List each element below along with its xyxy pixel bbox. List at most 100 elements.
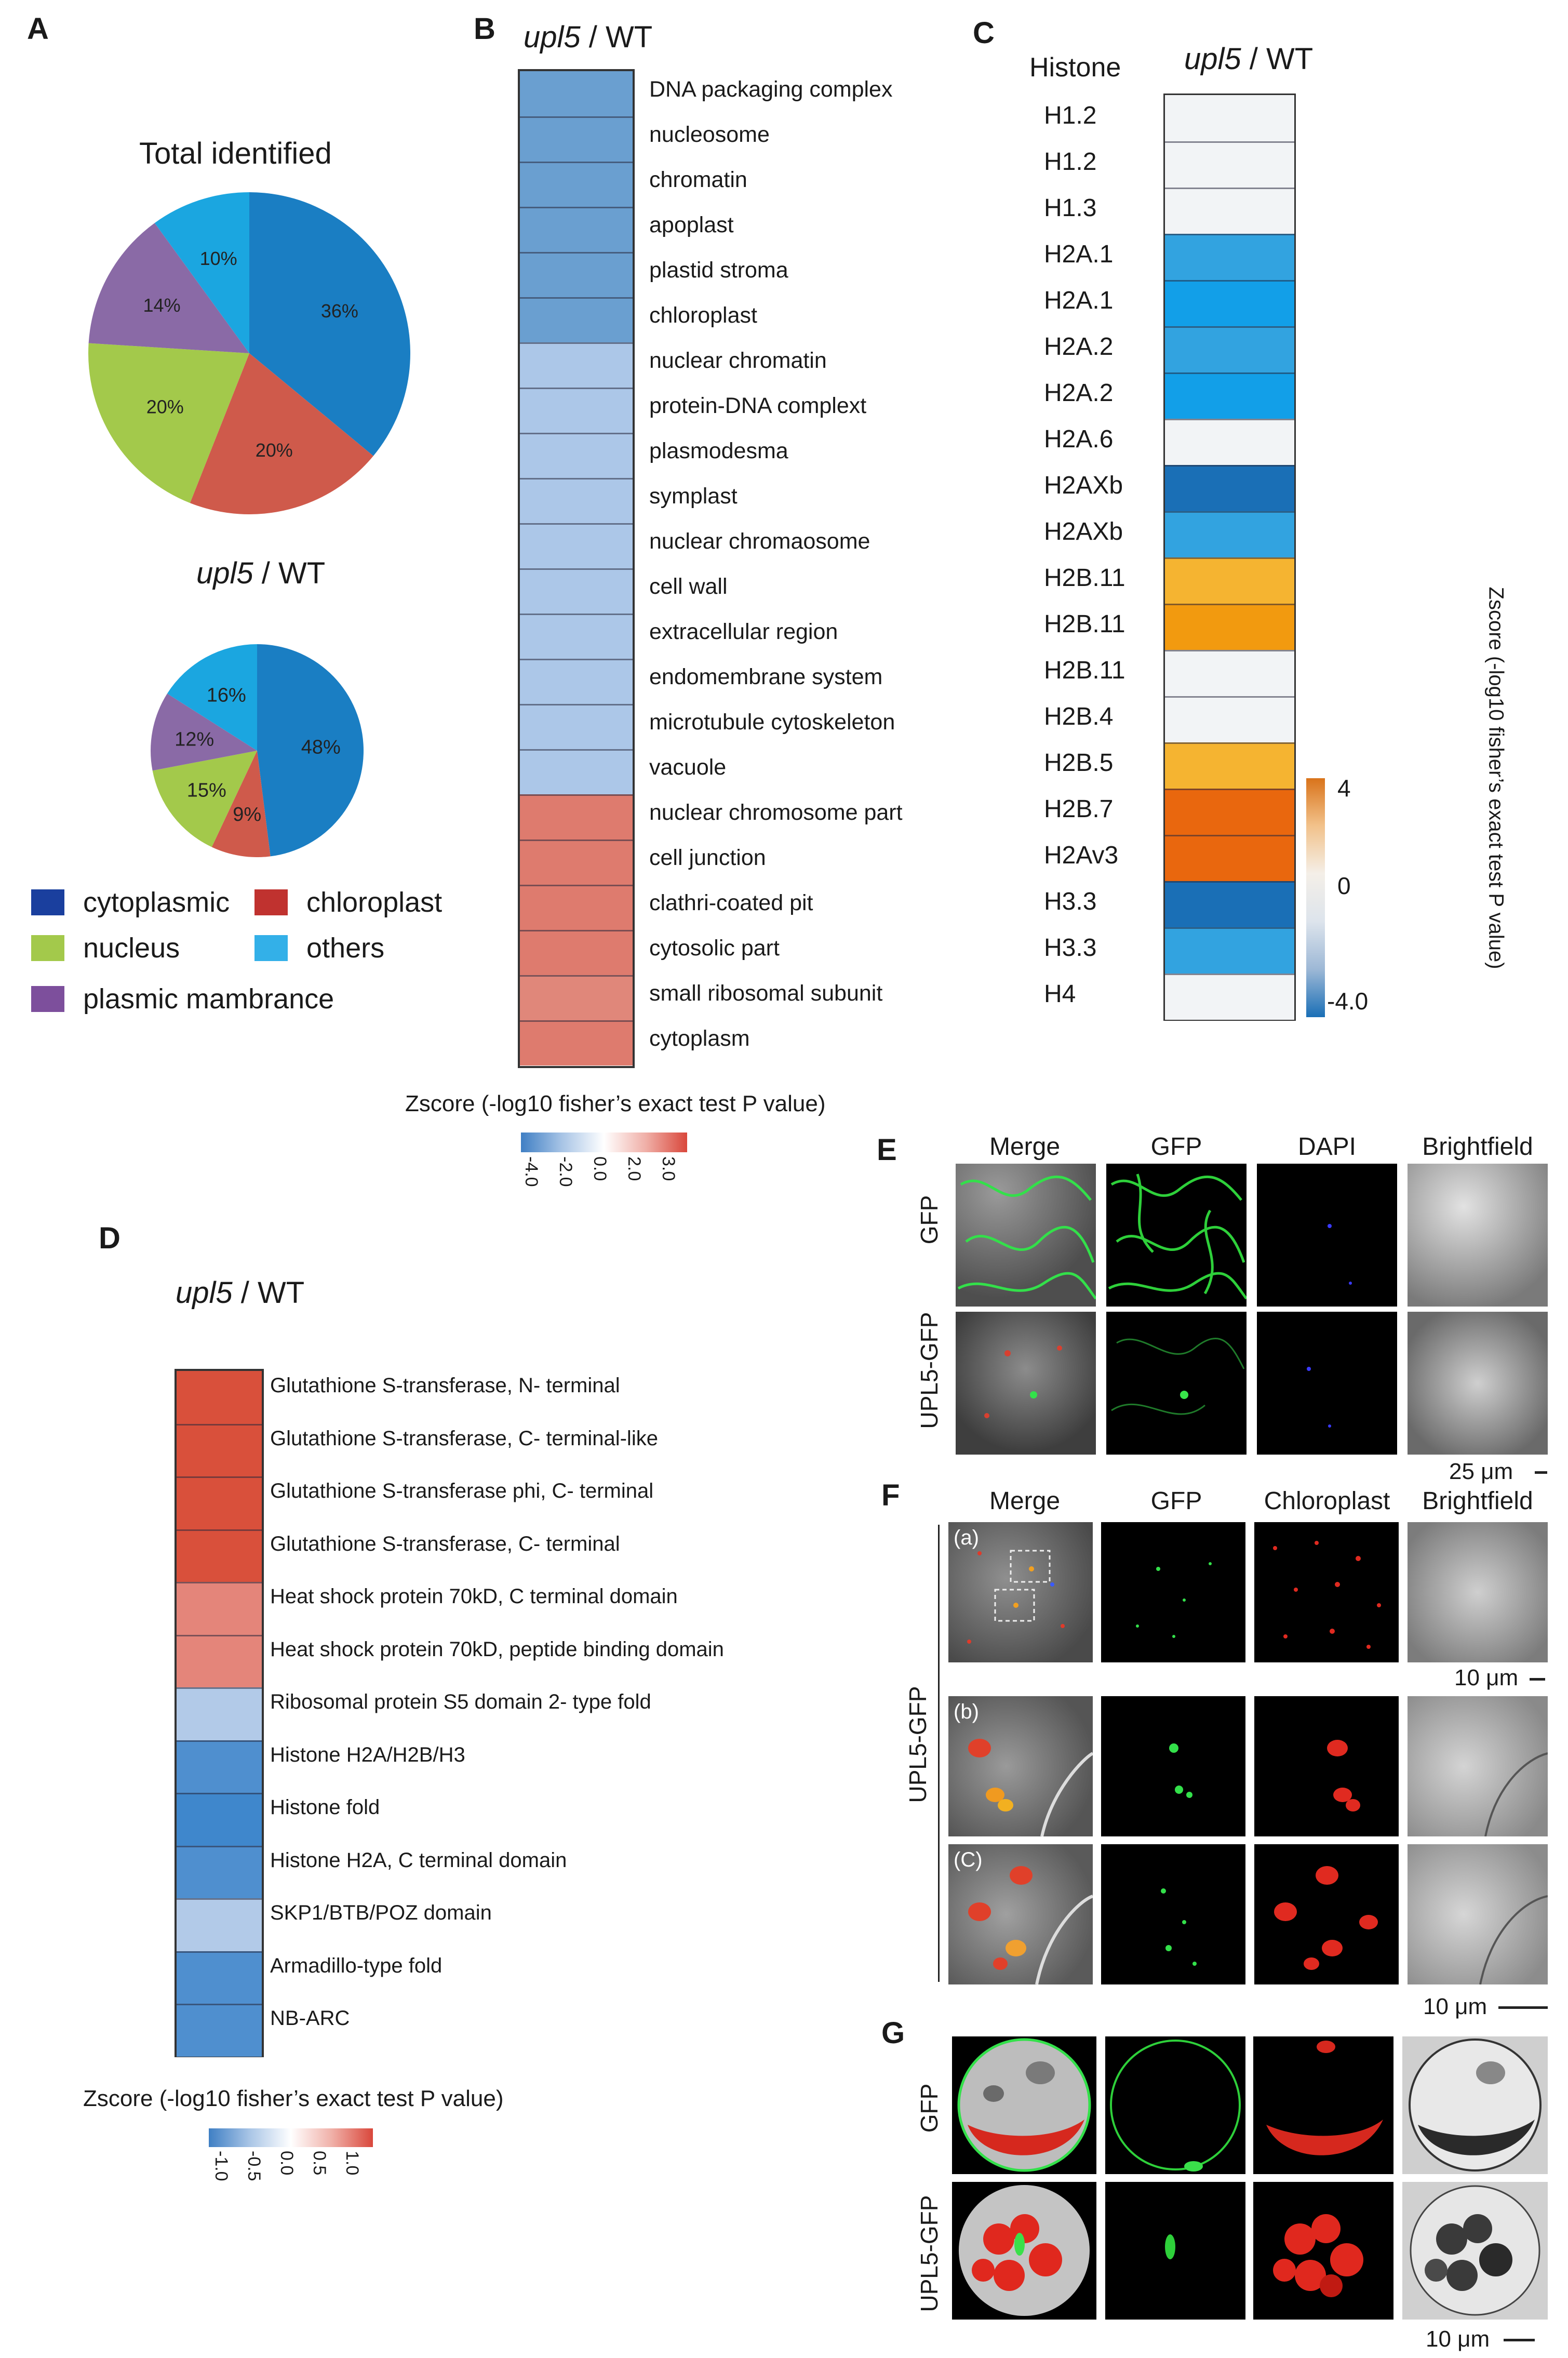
f-bf-a: [1408, 1522, 1548, 1662]
legend-swatch: [31, 986, 64, 1012]
heatmap-cell: [177, 1793, 262, 1846]
f-merge-c: (C): [948, 1844, 1093, 1984]
heatmap-row-label: nuclear chromaosome: [649, 529, 870, 554]
panel-label-d: D: [99, 1221, 120, 1255]
panel-label-a: A: [27, 12, 49, 46]
f-sub-c: (C): [954, 1848, 983, 1871]
scale-tick: -4.0: [521, 1156, 541, 1187]
heatmap-row-label: H2A.6: [1044, 425, 1114, 453]
heatmap-row-label: H3.3: [1044, 888, 1097, 915]
pie-total-title: Total identified: [139, 137, 332, 170]
legend-swatch: [254, 935, 288, 961]
pie-slice-chloroplast: [211, 751, 271, 857]
heatmap-cell: [520, 1020, 633, 1065]
heatmap-row-label: H2B.5: [1044, 749, 1114, 777]
scale-tick: 2.0: [624, 1156, 644, 1181]
f-gfp-a: [1101, 1522, 1245, 1662]
e-merge-gfp: [956, 1164, 1096, 1307]
g-merge-upl5: [952, 2182, 1096, 2320]
heatmap-row-label: Glutathione S-transferase phi, C- termin…: [270, 1480, 654, 1502]
heatmap-row-label: H4: [1044, 980, 1076, 1008]
heatmap-row-label: H2B.4: [1044, 703, 1114, 730]
scale-tick: -2.0: [556, 1156, 575, 1187]
heatmap-cell: [1165, 141, 1294, 188]
g-row-gfp: GFP: [916, 2083, 943, 2133]
heatmap-row-label: plastid stroma: [649, 258, 788, 283]
heatmap-row-label: symplast: [649, 484, 738, 509]
heatmap-cell: [177, 1634, 262, 1687]
heatmap-cell: [520, 614, 633, 659]
heatmap-cell: [520, 749, 633, 794]
f-col-brightfield: Brightfield: [1422, 1487, 1533, 1515]
heatmap-cell: [1165, 974, 1294, 1020]
heatmap-cell: [520, 116, 633, 162]
f-scale2-bar: [1498, 2006, 1548, 2009]
e-dapi-upl5: [1257, 1312, 1397, 1455]
f-group-label: UPL5-GFP: [904, 1686, 931, 1803]
heatmap-d: [175, 1369, 264, 2057]
heatmap-b: [518, 69, 635, 1068]
e-col-gfp: GFP: [1150, 1133, 1202, 1161]
heatmap-cell: [520, 252, 633, 297]
pie-slice-nucleus: [152, 751, 257, 847]
heatmap-cell: [520, 840, 633, 885]
panel-b-title: upl5 / WT: [524, 20, 653, 54]
f-scale2-label: 10 μm: [1423, 1994, 1487, 2019]
heatmap-row-label: Glutathione S-transferase, C- terminal: [270, 1532, 620, 1555]
pie-slice-others: [154, 192, 249, 353]
heatmap-cell: [1165, 465, 1294, 511]
pie-slice-label: 14%: [143, 295, 181, 316]
heatmap-cell: [520, 388, 633, 433]
heatmap-cell: [1165, 650, 1294, 696]
f-gfp-b: [1101, 1696, 1245, 1836]
heatmap-cell: [520, 433, 633, 478]
pie-slice-label: 36%: [321, 300, 358, 322]
heatmap-row-label: extracellular region: [649, 619, 838, 644]
heatmap-cell: [520, 478, 633, 523]
panel-c-title: upl5 / WT: [1184, 42, 1314, 76]
pie-slice-cytoplasmic: [257, 644, 364, 857]
g-bf-upl5: [1402, 2182, 1548, 2320]
heatmap-cell: [520, 930, 633, 975]
heatmap-row-label: H2A.1: [1044, 241, 1114, 268]
heatmap-cell: [1165, 326, 1294, 372]
heatmap-row-label: plasmodesma: [649, 438, 788, 463]
heatmap-row-label: H2B.11: [1044, 657, 1125, 684]
scale-c-tick-bottom: -4.0: [1327, 988, 1369, 1015]
e-gfp-upl5: [1106, 1312, 1247, 1455]
heatmap-cell: [1165, 789, 1294, 835]
heatmap-row-label: H2AXb: [1044, 518, 1123, 545]
pie-slice-cytoplasmic: [249, 192, 410, 456]
e-dapi-gfp: [1257, 1164, 1397, 1307]
panel-label-g: G: [881, 2016, 905, 2050]
heatmap-cell: [177, 1740, 262, 1793]
heatmap-cell: [1165, 95, 1294, 141]
g-chloro-gfp: [1253, 2036, 1393, 2174]
heatmap-row-label: H2B.11: [1044, 610, 1125, 638]
heatmap-cell: [1165, 835, 1294, 881]
f-col-gfp: GFP: [1150, 1487, 1202, 1515]
g-gfp-upl5: [1105, 2182, 1245, 2320]
panel-label-c: C: [973, 16, 995, 50]
e-col-brightfield: Brightfield: [1422, 1133, 1533, 1161]
scale-tick: 1.0: [342, 2151, 362, 2176]
pie-chart-upl5: 48% 9% 15% 12% 16%: [151, 644, 364, 857]
heatmap-row-label: cytoplasm: [649, 1026, 750, 1051]
heatmap-cell: [1165, 511, 1294, 557]
heatmap-cell: [1165, 280, 1294, 326]
e-row-gfp: GFP: [916, 1195, 943, 1245]
heatmap-row-label: chromatin: [649, 167, 747, 192]
pie-slice-chloroplast: [190, 353, 373, 514]
heatmap-row-label: apoplast: [649, 212, 734, 237]
heatmap-row-label: Glutathione S-transferase, C- terminal-l…: [270, 1427, 658, 1450]
heatmap-cell: [177, 2004, 262, 2057]
scale-d-title: Zscore (-log10 fisher’s exact test P val…: [83, 2086, 504, 2111]
e-col-dapi: DAPI: [1297, 1133, 1357, 1161]
heatmap-cell: [520, 207, 633, 252]
heatmap-cell: [177, 1687, 262, 1740]
g-scale-label: 10 μm: [1426, 2326, 1490, 2352]
f-sub-b: (b): [954, 1700, 979, 1723]
heatmap-row-label: small ribosomal subunit: [649, 981, 883, 1006]
heatmap-cell: [520, 162, 633, 207]
scale-b-bar: [521, 1133, 687, 1152]
